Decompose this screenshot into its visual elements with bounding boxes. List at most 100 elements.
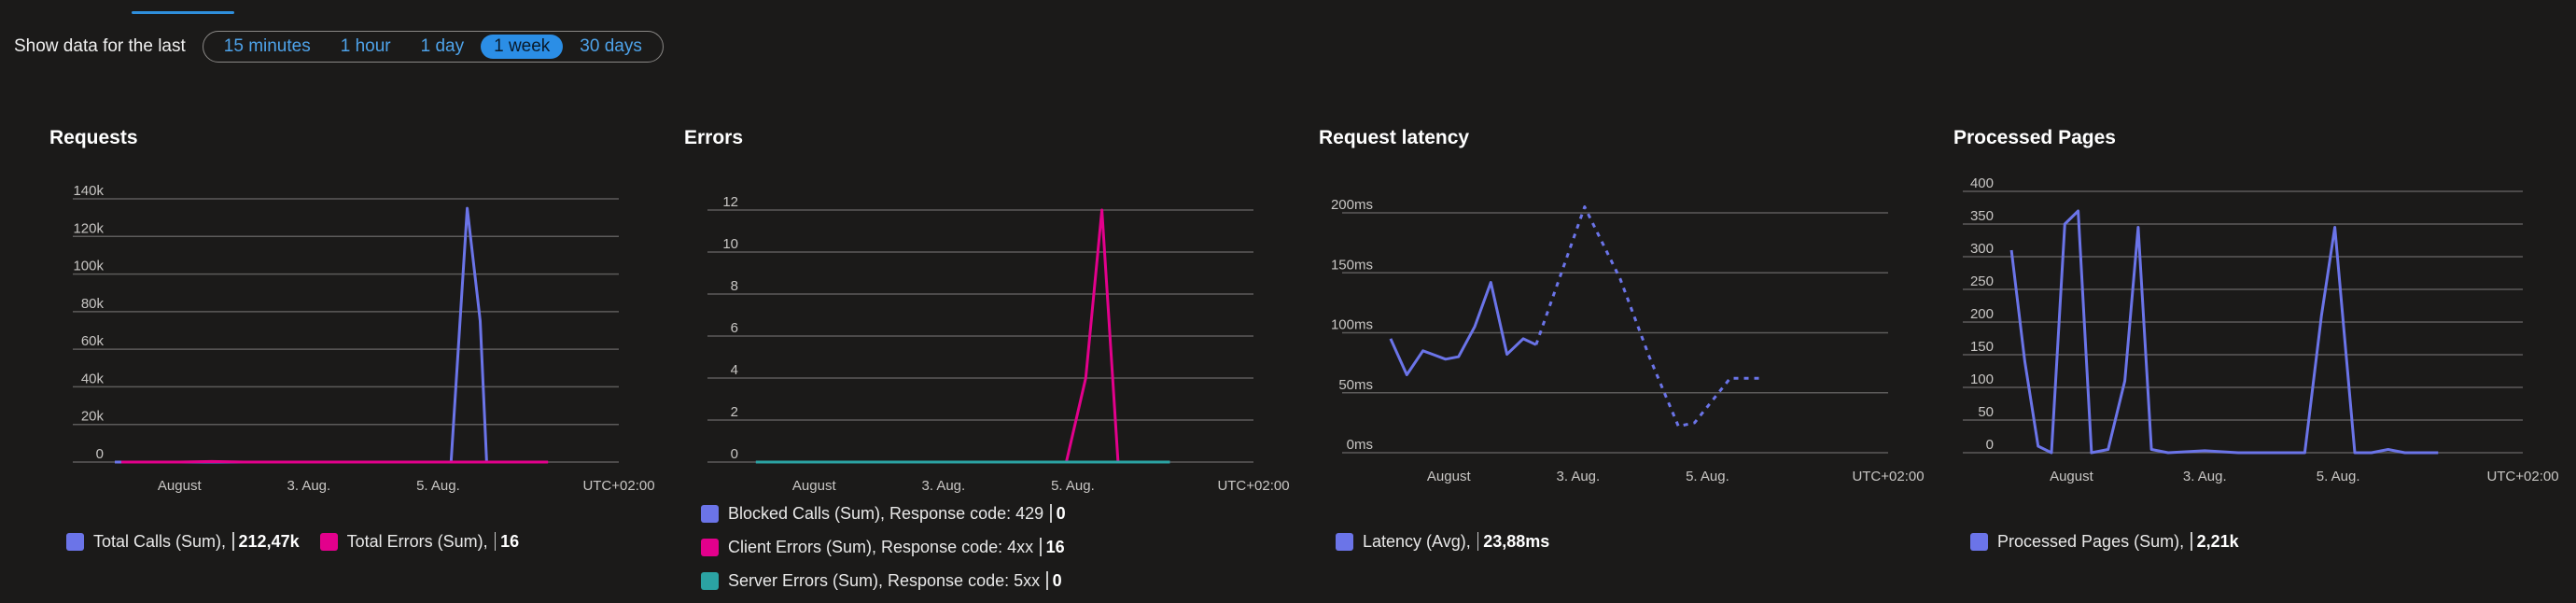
timezone-label: UTC+02:00 — [2486, 469, 2558, 484]
series-line-3-0 — [2009, 209, 2439, 455]
errors-chart[interactable]: 0 2 4 6 8 10 12 August 3. Aug. 5. Aug. UTC+02:00 — [684, 121, 1290, 495]
legend-item-blocked-calls[interactable]: Blocked Calls (Sum), Response code: 429 0 — [701, 497, 1066, 530]
legend-value: 16 — [1045, 537, 1065, 556]
legend-item-total-calls[interactable]: Total Calls (Sum), 212,47k — [49, 525, 300, 558]
request-latency-chart[interactable]: 0ms 50ms 100ms 150ms 200ms August 3. Aug. 5. Au… — [1319, 121, 1925, 495]
y-tick-label: 100 — [1970, 372, 1994, 387]
y-tick-label: 200 — [1970, 306, 1994, 322]
legend-value: 0 — [1052, 570, 1062, 590]
x-tick-label: 5. Aug. — [1686, 469, 1729, 484]
active-tab-indicator — [132, 11, 234, 14]
legend-swatch — [319, 532, 338, 551]
legend-label: Total Errors (Sum), — [346, 531, 488, 551]
x-tick-label: 3. Aug. — [2183, 469, 2227, 484]
y-tick-label: 6 — [731, 320, 738, 336]
legend-item-client-errors[interactable]: Client Errors (Sum), Response code: 4xx 1… — [701, 530, 1066, 564]
y-tick-label: 300 — [1970, 241, 1994, 257]
y-tick-label: 350 — [1970, 208, 1994, 224]
x-tick-label: 3. Aug. — [1556, 469, 1600, 484]
x-tick-label: 5. Aug. — [2317, 469, 2360, 484]
y-tick-label: 80k — [81, 296, 105, 312]
x-tick-label: August — [792, 478, 837, 494]
legend-label: Total Calls (Sum), — [93, 531, 227, 551]
range-option-1-week[interactable]: 1 week — [481, 35, 564, 59]
y-tick-label: 120k — [73, 220, 104, 236]
processed-pages-legend: Processed Pages (Sum), 2,21k — [1970, 525, 2239, 558]
legend-swatch — [701, 504, 719, 523]
panel-title: Processed Pages — [1953, 127, 2116, 148]
legend-item-processed-pages[interactable]: Processed Pages (Sum), 2,21k — [1970, 525, 2239, 558]
y-tick-label: 100ms — [1331, 317, 1373, 333]
requests-legend: Total Calls (Sum), 212,47k Total Errors (… — [49, 525, 539, 558]
series-line-0-1 — [120, 459, 549, 464]
x-tick-label: August — [1427, 469, 1472, 484]
legend-item-latency[interactable]: Latency (Avg), 23,88ms — [1336, 525, 1549, 558]
requests-panel[interactable]: Requests 0 20k 40k 60k 80k 100k 120k 140k August… — [49, 121, 655, 603]
range-option-1-hour[interactable]: 1 hour — [340, 36, 391, 56]
errors-panel[interactable]: Errors 0 2 4 6 8 10 12 August 3. Aug. 5. Aug. UTC+… — [684, 121, 1290, 603]
errors-legend: Blocked Calls (Sum), Response code: 429 0… — [701, 497, 1066, 597]
legend-label: Server Errors (Sum), Response code: 5xx — [728, 570, 1041, 590]
legend-value: 2,21k — [2196, 531, 2239, 551]
y-tick-label: 150 — [1970, 339, 1994, 355]
y-tick-label: 150ms — [1331, 257, 1373, 273]
range-option-30-days[interactable]: 30 days — [580, 36, 642, 56]
series-line-1-1 — [1065, 208, 1120, 463]
panel-title: Request latency — [1319, 127, 1470, 148]
y-tick-label: 2 — [731, 404, 738, 420]
y-tick-label: 100k — [73, 259, 104, 274]
time-range-options: 15 minutes 1 hour 1 day 1 week 30 days — [202, 31, 664, 63]
timezone-label: UTC+02:00 — [582, 478, 654, 494]
timezone-label: UTC+02:00 — [1217, 478, 1289, 494]
legend-swatch — [66, 532, 84, 551]
range-option-1-day[interactable]: 1 day — [420, 36, 465, 56]
range-option-15-minutes[interactable]: 15 minutes — [223, 36, 311, 56]
legend-label: Blocked Calls (Sum), Response code: 429 — [728, 503, 1044, 523]
time-range-label: Show data for the last — [14, 36, 186, 56]
legend-value: 16 — [500, 531, 520, 551]
legend-value: 212,47k — [238, 531, 300, 551]
y-tick-label: 10 — [722, 236, 738, 252]
y-tick-label: 4 — [731, 362, 738, 378]
y-tick-label: 50ms — [1338, 377, 1373, 393]
legend-value: 0 — [1056, 503, 1066, 523]
legend-swatch — [1970, 532, 1988, 551]
y-tick-label: 400 — [1970, 175, 1994, 191]
y-tick-label: 0 — [96, 446, 104, 462]
legend-swatch — [701, 571, 719, 590]
y-tick-label: 200ms — [1331, 197, 1373, 213]
x-tick-label: 5. Aug. — [1051, 478, 1095, 494]
requests-chart[interactable]: 0 20k 40k 60k 80k 100k 120k 140k August 3. Aug. 5.… — [49, 121, 655, 495]
processed-pages-chart[interactable]: 0 50 100 150 200 250 300 350 400 August 3. Aug. 5. … — [1953, 121, 2559, 495]
series-line-2-0-solid — [1389, 281, 1537, 376]
panel-title: Errors — [684, 127, 744, 148]
request-latency-panel[interactable]: Request latency 0ms 50ms 100ms 150ms 200ms Au… — [1319, 121, 1925, 603]
y-tick-label: 0 — [731, 446, 738, 462]
legend-value: 23,88ms — [1483, 531, 1550, 551]
y-tick-label: 60k — [81, 333, 105, 349]
y-tick-label: 0ms — [1347, 437, 1373, 453]
y-tick-label: 250 — [1970, 273, 1994, 289]
y-tick-label: 8 — [731, 278, 738, 294]
y-tick-label: 20k — [81, 409, 105, 425]
legend-label: Client Errors (Sum), Response code: 4xx — [728, 537, 1034, 556]
x-tick-label: 3. Aug. — [921, 478, 965, 494]
y-tick-label: 0 — [1986, 437, 1994, 453]
x-tick-label: August — [2050, 469, 2094, 484]
legend-item-total-errors[interactable]: Total Errors (Sum), 16 — [319, 525, 520, 558]
processed-pages-panel[interactable]: Processed Pages 0 50 100 150 200 250 300 350 400… — [1953, 121, 2559, 603]
latency-legend: Latency (Avg), 23,88ms — [1336, 525, 1549, 558]
time-range-selector: Show data for the last 15 minutes 1 hour… — [14, 30, 664, 63]
panel-title: Requests — [49, 127, 138, 148]
x-tick-label: 3. Aug. — [287, 478, 330, 494]
x-tick-label: 5. Aug. — [416, 478, 460, 494]
legend-swatch — [1336, 532, 1353, 551]
y-tick-label: 12 — [722, 194, 738, 210]
x-tick-label: August — [158, 478, 203, 494]
timezone-label: UTC+02:00 — [1852, 469, 1924, 484]
y-tick-label: 40k — [81, 371, 105, 386]
y-tick-label: 50 — [1978, 404, 1994, 420]
legend-item-server-errors[interactable]: Server Errors (Sum), Response code: 5xx 0 — [701, 564, 1066, 597]
legend-swatch — [701, 538, 719, 556]
legend-label: Latency (Avg), — [1363, 531, 1471, 551]
